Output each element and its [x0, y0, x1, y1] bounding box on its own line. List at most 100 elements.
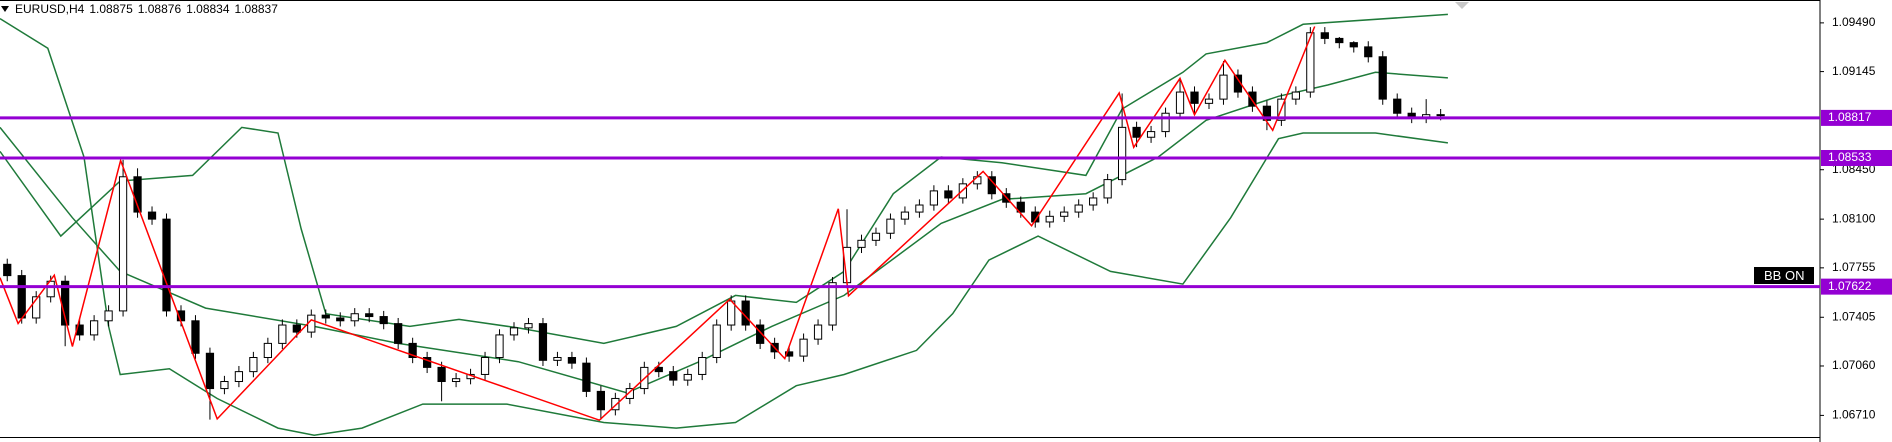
candle-body — [857, 239, 866, 248]
candle-body — [1103, 179, 1112, 199]
candle-body — [1175, 91, 1185, 114]
candle-body — [394, 323, 403, 344]
candle-body — [1190, 91, 1199, 104]
candle-body — [1219, 74, 1228, 100]
candle-body — [1393, 98, 1402, 114]
close-price: 1.08837 — [234, 2, 278, 16]
bollinger-band — [0, 13, 1448, 345]
candle-body — [89, 320, 99, 336]
candle-body — [1132, 126, 1141, 138]
level-label-box — [1821, 278, 1892, 295]
candle-body — [524, 323, 533, 329]
candle-body — [828, 282, 837, 326]
candle-body — [1089, 197, 1098, 206]
candle-body — [929, 190, 939, 206]
candle-body — [567, 357, 577, 364]
symbol: EURUSD,H4 — [15, 2, 85, 16]
candle-body — [1060, 211, 1069, 217]
candle-body — [263, 342, 272, 359]
candle-body — [234, 371, 244, 383]
candle-body — [886, 218, 895, 234]
candle-body — [1378, 56, 1387, 100]
candle-body — [756, 324, 765, 344]
candle-body — [509, 327, 519, 336]
candle-body — [147, 211, 157, 220]
candle-body — [336, 317, 345, 322]
candle-body — [104, 310, 113, 322]
candle-body — [1436, 114, 1445, 117]
menu-arrow[interactable] — [0, 4, 10, 14]
candle-body — [625, 388, 634, 399]
level-label: 1.08533 — [1828, 150, 1872, 164]
candle-body — [495, 334, 504, 359]
candle-body — [973, 176, 982, 185]
candle-body — [480, 357, 490, 375]
candle-body — [1335, 37, 1344, 44]
candle-body — [553, 357, 562, 361]
candle-body — [1248, 91, 1257, 107]
candle-body — [1320, 32, 1329, 39]
candle-body — [1306, 32, 1315, 93]
candle-body — [683, 373, 692, 381]
zigzag-line — [0, 26, 1316, 422]
candle-body — [944, 190, 953, 199]
low-price: 1.08834 — [186, 2, 230, 16]
candle-body — [799, 338, 808, 357]
candle-body — [3, 263, 12, 277]
y-tick-label: 1.07060 — [1832, 358, 1876, 372]
candle-body — [278, 324, 287, 344]
y-tick-label: 1.08100 — [1832, 211, 1876, 225]
candle-body — [350, 313, 359, 322]
y-tick-label: 1.07755 — [1832, 260, 1876, 274]
candle-body — [900, 211, 910, 220]
candle-body — [582, 362, 591, 392]
level-label-box — [1821, 149, 1892, 166]
candle-body — [1204, 98, 1214, 104]
candle-body — [292, 324, 301, 333]
candle-body — [17, 275, 26, 319]
candle-body — [32, 296, 41, 319]
candle-body — [784, 351, 794, 357]
candle-body — [1349, 42, 1358, 48]
high-price: 1.08876 — [137, 2, 182, 16]
candle-body — [538, 323, 548, 361]
shift-marker — [1455, 2, 1469, 9]
candle-body — [611, 397, 620, 411]
candle-body — [249, 357, 258, 373]
candle-body — [1161, 112, 1170, 133]
candle-body — [813, 324, 823, 340]
bb-badge[interactable]: BB ON — [1754, 267, 1815, 284]
candle-body — [191, 320, 200, 354]
y-tick-label: 1.06710 — [1832, 408, 1876, 422]
candle-body — [871, 232, 881, 241]
candle-body — [915, 204, 924, 213]
candle-body — [118, 176, 128, 312]
candle-body — [1016, 201, 1025, 213]
candle-body — [669, 371, 678, 381]
candle-body — [365, 313, 374, 318]
candle-body — [451, 378, 461, 383]
candle-body — [1364, 46, 1373, 58]
candle-body — [1146, 131, 1156, 138]
candle-body — [205, 352, 215, 390]
y-tick-label: 1.09145 — [1832, 64, 1876, 78]
level-label: 1.07622 — [1828, 279, 1872, 293]
candle-body — [423, 357, 432, 368]
candle-body — [1045, 215, 1054, 223]
candle-body — [1291, 91, 1300, 100]
level-label-box — [1821, 109, 1892, 126]
bollinger-band — [0, 17, 1449, 436]
y-tick-label: 1.09490 — [1832, 15, 1876, 29]
bollinger-band — [0, 71, 1448, 394]
candle-body — [220, 381, 229, 390]
open-price: 1.08875 — [89, 2, 133, 16]
candle-body — [321, 314, 330, 319]
candle-body — [437, 366, 446, 383]
y-tick-label: 1.07405 — [1832, 309, 1876, 323]
candle-body — [162, 218, 171, 312]
candle-body — [596, 390, 605, 411]
candle-body — [712, 324, 721, 359]
candle-body — [1074, 204, 1083, 213]
